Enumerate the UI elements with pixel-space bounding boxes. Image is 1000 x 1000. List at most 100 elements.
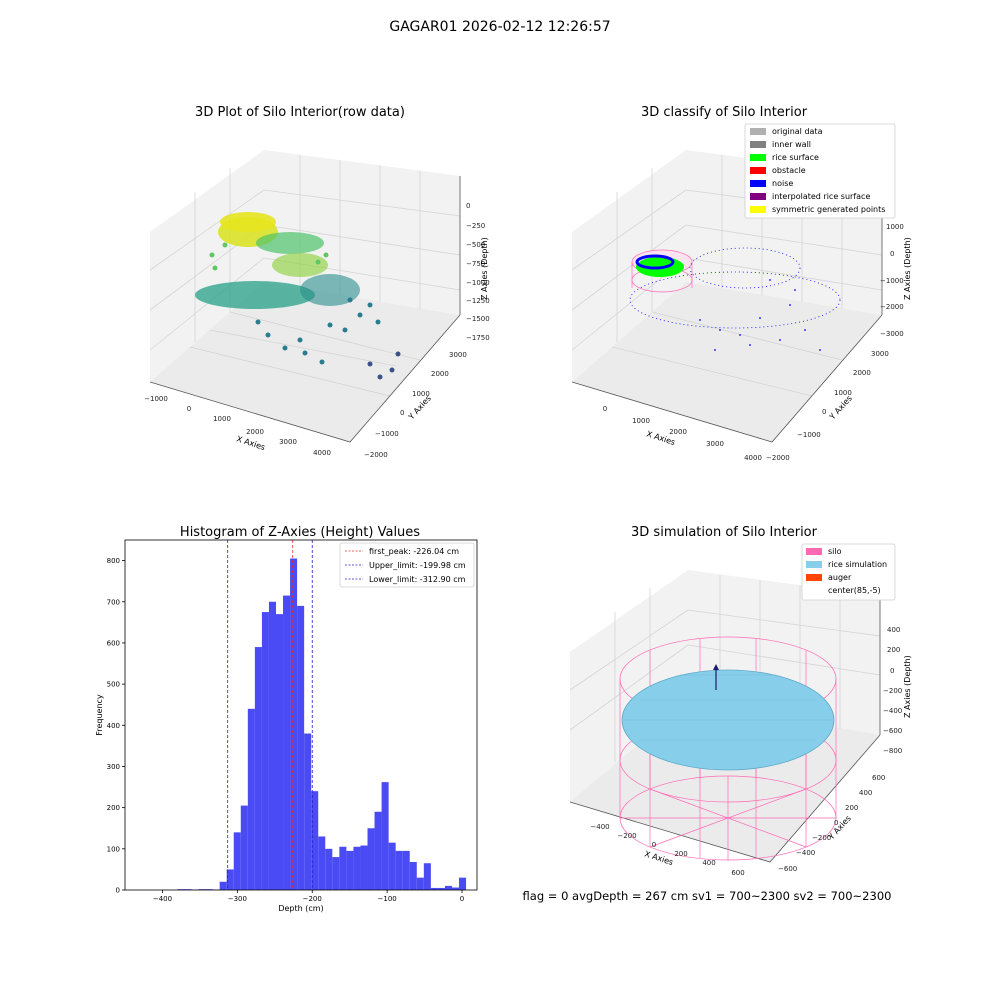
legend-upper-limit: Upper_limit: -199.98 cm bbox=[369, 561, 466, 570]
histogram-bar bbox=[430, 887, 438, 890]
histogram-bar bbox=[177, 889, 185, 890]
raw-ztick: −1000 bbox=[466, 279, 490, 287]
y-tick-label: 600 bbox=[107, 639, 120, 647]
y-tick-label: 100 bbox=[107, 845, 120, 853]
histogram-bar bbox=[332, 857, 340, 890]
sim-xtick: 400 bbox=[702, 859, 715, 867]
histogram-bar bbox=[360, 845, 368, 890]
classify-tick-labels: 0 1000 2000 3000 4000 −2000 −1000 0 1000… bbox=[603, 223, 904, 462]
histogram-bar bbox=[205, 889, 213, 890]
histogram-legend: first_peak: -226.04 cm Upper_limit: -199… bbox=[339, 542, 475, 588]
classify-ytick: 0 bbox=[822, 408, 826, 416]
raw-ztick: −1250 bbox=[466, 297, 490, 305]
raw-ztick: −750 bbox=[466, 260, 485, 268]
raw-ytick: 3000 bbox=[449, 351, 467, 359]
classify-ytick: −2000 bbox=[766, 454, 790, 462]
raw-ztick: 0 bbox=[466, 202, 470, 210]
histogram-bar bbox=[423, 863, 431, 890]
x-axis-label: Depth (cm) bbox=[278, 904, 323, 913]
histogram-bar bbox=[395, 850, 403, 890]
histogram-bar bbox=[325, 848, 333, 890]
y-tick-label: 200 bbox=[107, 804, 120, 812]
raw-xtick: 1000 bbox=[213, 415, 231, 423]
raw-ytick: 0 bbox=[400, 409, 404, 417]
sim-ytick: 400 bbox=[859, 789, 872, 797]
figure-title: GAGAR01 2026-02-12 12:26:57 bbox=[389, 19, 610, 35]
sim-ztick: −800 bbox=[883, 747, 902, 755]
raw-xtick: 2000 bbox=[246, 428, 264, 436]
histogram-bar bbox=[283, 595, 291, 890]
sim-ztick: −600 bbox=[883, 727, 902, 735]
sim-ytick: −200 bbox=[812, 834, 831, 842]
legend-label: noise bbox=[772, 179, 793, 188]
sim-ytick: 200 bbox=[845, 804, 858, 812]
histogram-bar bbox=[437, 887, 445, 890]
histogram-bar bbox=[318, 836, 326, 890]
raw-xtick: 4000 bbox=[313, 449, 331, 457]
sim-ztick: 400 bbox=[887, 626, 900, 634]
legend-swatch bbox=[750, 167, 766, 174]
histogram-bar bbox=[254, 647, 262, 890]
sim-ytick: 0 bbox=[834, 819, 838, 827]
legend-swatch bbox=[750, 154, 766, 161]
histogram-bar bbox=[311, 791, 319, 890]
sim-ztick: 0 bbox=[890, 667, 894, 675]
legend-label: center(85,-5) bbox=[828, 586, 881, 595]
raw-ztick: −1750 bbox=[466, 334, 490, 342]
classify-xtick: 4000 bbox=[744, 454, 762, 462]
x-tick-label: −100 bbox=[378, 895, 397, 903]
sim-xtick: 600 bbox=[731, 869, 744, 877]
y-axis-label: Frequency bbox=[95, 694, 104, 736]
histogram-bar bbox=[275, 614, 284, 890]
x-tick-label: −200 bbox=[303, 895, 322, 903]
raw-ytick: −1000 bbox=[375, 430, 399, 438]
panel-raw-title: 3D Plot of Silo Interior(row data) bbox=[195, 105, 405, 120]
histogram-bar bbox=[247, 708, 255, 890]
classify-ztick: −1000 bbox=[880, 277, 904, 285]
histogram-bar bbox=[459, 877, 467, 890]
legend-label: inner wall bbox=[772, 140, 811, 149]
sim-ztick: −200 bbox=[883, 687, 902, 695]
chart-title: Histogram of Z-Axies (Height) Values bbox=[180, 525, 420, 540]
histogram-bar bbox=[233, 832, 241, 890]
histogram-axes: −400 −300 −200 −100 0 0 100 200 300 400 500 600 700 8… bbox=[107, 557, 465, 903]
histogram-bar bbox=[268, 601, 276, 890]
legend-swatch bbox=[750, 193, 766, 200]
sim-xtick: 200 bbox=[674, 850, 687, 858]
classify-ztick: 1000 bbox=[886, 223, 904, 231]
histogram-bar bbox=[346, 850, 354, 890]
legend-swatch bbox=[750, 180, 766, 187]
histogram-bar bbox=[402, 850, 410, 890]
simulation-tick-labels: −400 −200 0 200 400 600 −600 −400 −200 0… bbox=[590, 626, 902, 877]
sim-ytick: −600 bbox=[778, 865, 797, 873]
histogram-bar bbox=[339, 846, 347, 890]
rice-mesh bbox=[625, 674, 831, 741]
classify-ytick: 1000 bbox=[834, 389, 852, 397]
sim-ztick: 200 bbox=[887, 646, 900, 654]
legend-label: symmetric generated points bbox=[772, 205, 885, 214]
legend-swatch bbox=[750, 206, 766, 213]
panel-histogram: Histogram of Z-Axies (Height) Values −40… bbox=[95, 525, 478, 913]
classify-ztick: −3000 bbox=[880, 330, 904, 338]
legend-label: obstacle bbox=[772, 166, 806, 175]
raw-xtick: 3000 bbox=[279, 438, 297, 446]
raw-ytick: −2000 bbox=[364, 451, 388, 459]
histogram-bar bbox=[297, 605, 305, 890]
raw-xlabel: X Axies bbox=[235, 434, 266, 452]
classify-ztick: 0 bbox=[890, 250, 894, 258]
legend-label: original data bbox=[772, 127, 823, 136]
legend-first-peak: first_peak: -226.04 cm bbox=[369, 547, 459, 556]
raw-ytick: 1000 bbox=[412, 390, 430, 398]
reference-lines bbox=[227, 540, 313, 890]
histogram-bar bbox=[374, 811, 382, 890]
legend-swatch bbox=[806, 574, 822, 581]
histogram-bar bbox=[409, 862, 417, 890]
raw-xtick: 0 bbox=[187, 405, 191, 413]
x-tick-label: 0 bbox=[460, 895, 464, 903]
x-tick-label: −400 bbox=[153, 895, 172, 903]
classify-xtick: 0 bbox=[603, 405, 607, 413]
histogram-bars bbox=[177, 558, 467, 890]
classify-ztick: −2000 bbox=[880, 303, 904, 311]
legend-swatch bbox=[750, 128, 766, 135]
